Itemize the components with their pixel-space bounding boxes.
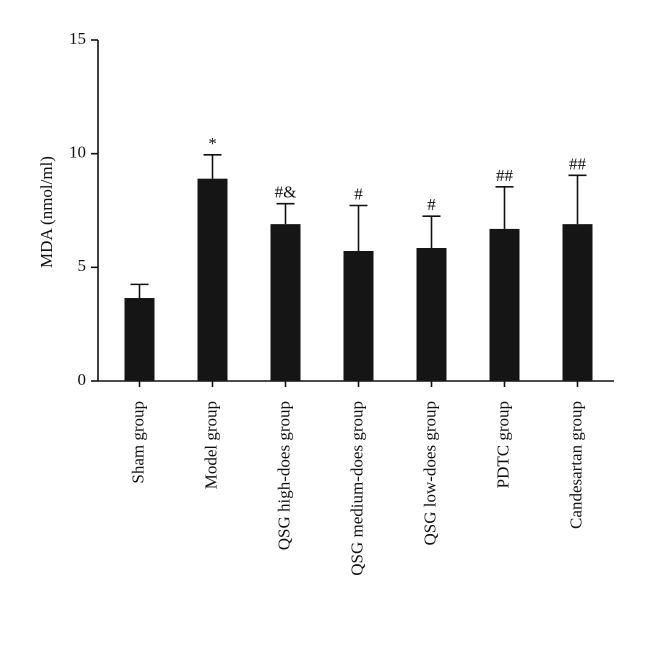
significance-mark: * bbox=[208, 134, 217, 153]
significance-mark: # bbox=[354, 184, 363, 203]
bar bbox=[489, 228, 520, 381]
bar bbox=[416, 248, 447, 381]
x-tick-label: Model group bbox=[201, 401, 220, 489]
x-tick-label: PDTC group bbox=[493, 401, 512, 488]
y-tick-label: 15 bbox=[69, 29, 86, 48]
bar bbox=[562, 224, 593, 381]
y-tick-label: 10 bbox=[69, 143, 86, 162]
x-tick-label: QSG low-does group bbox=[420, 401, 439, 546]
bar bbox=[270, 224, 301, 381]
significance-mark: ## bbox=[496, 166, 514, 185]
bar bbox=[124, 298, 155, 381]
bar bbox=[197, 178, 228, 381]
significance-mark: #& bbox=[275, 183, 297, 202]
y-tick-label: 5 bbox=[78, 256, 87, 275]
x-tick-label: Candesartan group bbox=[566, 401, 585, 529]
x-tick-label: QSG medium-does group bbox=[347, 401, 366, 576]
significance-mark: # bbox=[427, 195, 436, 214]
x-tick-label: Sham group bbox=[128, 401, 147, 484]
y-tick-label: 0 bbox=[78, 370, 87, 389]
bar bbox=[343, 250, 374, 381]
y-axis-label: MDA (nmol/ml) bbox=[37, 156, 56, 268]
x-tick-label: QSG high-does group bbox=[274, 401, 293, 550]
significance-mark: ## bbox=[569, 154, 587, 173]
